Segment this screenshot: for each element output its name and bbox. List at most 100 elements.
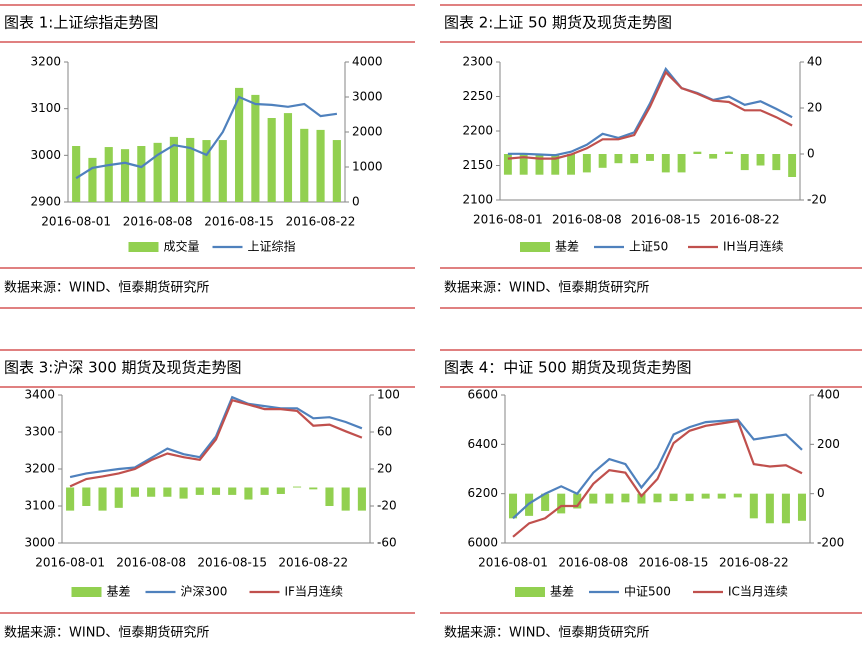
- bar: [82, 487, 91, 506]
- bar: [637, 493, 646, 504]
- y-tick-label: 3000: [24, 536, 55, 550]
- y-tick-label: 3000: [30, 148, 61, 162]
- bar: [503, 154, 512, 175]
- bar: [137, 146, 146, 202]
- bar: [509, 493, 518, 519]
- y-tick-label: 3400: [24, 388, 55, 402]
- bar: [781, 493, 790, 524]
- y-tick-label: 6000: [467, 536, 498, 550]
- x-tick-label: 2016-08-01: [473, 213, 543, 227]
- bar: [163, 487, 172, 497]
- bar: [114, 487, 123, 508]
- bar: [756, 154, 765, 166]
- y2-tick-label: -20: [807, 193, 827, 207]
- y2-tick-label: 400: [817, 388, 840, 402]
- bar: [316, 129, 325, 202]
- bar: [653, 493, 662, 503]
- line-series: [75, 95, 338, 180]
- bar: [685, 493, 694, 502]
- y-tick-label: 2200: [462, 124, 493, 138]
- bar: [630, 154, 639, 164]
- bar: [765, 493, 774, 524]
- bar: [309, 487, 318, 490]
- y2-tick-label: 200: [817, 437, 840, 451]
- bar: [211, 487, 221, 495]
- bar: [293, 486, 302, 488]
- bar: [228, 487, 237, 495]
- x-tick-label: 2016-08-15: [204, 215, 274, 229]
- bar: [709, 154, 718, 159]
- bar: [788, 154, 797, 177]
- y2-tick-label: -60: [377, 536, 397, 550]
- bar: [202, 140, 211, 202]
- bar: [153, 142, 162, 202]
- y2-tick-label: 0: [807, 147, 815, 161]
- bar: [244, 487, 253, 500]
- bar: [589, 493, 598, 504]
- legend-label: 上证50: [629, 240, 668, 254]
- bar: [551, 154, 560, 175]
- source: 数据来源：WIND、恒泰期货研究所: [444, 280, 649, 296]
- bar: [235, 87, 244, 202]
- bar: [276, 487, 285, 494]
- bar: [169, 136, 178, 202]
- y2-tick-label: 100: [377, 388, 400, 402]
- y-tick-label: 3300: [24, 425, 55, 439]
- y2-tick-label: 1000: [352, 160, 383, 174]
- bar: [701, 493, 710, 499]
- bar: [519, 154, 528, 175]
- bar: [717, 493, 726, 499]
- legend-label: IC当月连续: [728, 584, 788, 599]
- x-tick-label: 2016-08-15: [197, 556, 267, 570]
- line-series: [507, 70, 793, 160]
- bar: [218, 140, 227, 202]
- x-tick-label: 2016-08-01: [478, 556, 548, 570]
- x-tick-label: 2016-08-15: [639, 556, 709, 570]
- bar: [797, 493, 806, 521]
- x-tick-label: 2016-08-22: [710, 213, 780, 227]
- source: 数据来源：WIND、恒泰期货研究所: [4, 280, 209, 296]
- y-tick-label: 6200: [467, 486, 498, 500]
- legend-swatch: [128, 242, 159, 252]
- y-tick-label: 3200: [24, 462, 55, 476]
- x-tick-label: 2016-08-22: [278, 556, 348, 570]
- legend-label: 中证500: [624, 584, 671, 599]
- bar: [740, 154, 749, 171]
- bar: [186, 137, 195, 202]
- bar: [535, 154, 544, 175]
- legend-swatch: [71, 587, 102, 597]
- bar: [325, 487, 334, 506]
- x-tick-label: 2016-08-08: [123, 215, 193, 229]
- bar: [260, 487, 269, 495]
- y-tick-label: 3100: [24, 499, 55, 513]
- y2-tick-label: 40: [807, 55, 822, 69]
- bar: [66, 487, 75, 511]
- bar: [725, 151, 733, 154]
- source: 数据来源：WIND、恒泰期货研究所: [4, 625, 209, 641]
- bar: [341, 487, 350, 511]
- bar: [598, 154, 607, 168]
- legend-label: 上证综指: [248, 239, 296, 254]
- y2-tick-label: 4000: [352, 55, 383, 69]
- bar: [267, 118, 276, 202]
- bar: [677, 154, 686, 173]
- y-tick-label: 3100: [30, 101, 61, 115]
- y2-tick-label: 2000: [352, 125, 383, 139]
- y2-tick-label: 20: [377, 462, 392, 476]
- bar: [573, 493, 582, 509]
- x-tick-label: 2016-08-08: [558, 556, 628, 570]
- bar: [567, 154, 575, 175]
- x-tick-label: 2016-08-08: [116, 556, 186, 570]
- legend-swatch: [520, 242, 550, 252]
- x-tick-label: 2016-08-22: [719, 556, 789, 570]
- line-series: [512, 419, 803, 538]
- line-series: [69, 398, 363, 488]
- y2-tick-label: -200: [817, 536, 844, 550]
- y-tick-label: 2150: [462, 158, 493, 172]
- y-tick-label: 6600: [467, 388, 498, 402]
- bar: [661, 154, 670, 173]
- y2-tick-label: 20: [807, 101, 822, 115]
- y-tick-label: 2900: [30, 195, 61, 209]
- bar: [332, 140, 341, 202]
